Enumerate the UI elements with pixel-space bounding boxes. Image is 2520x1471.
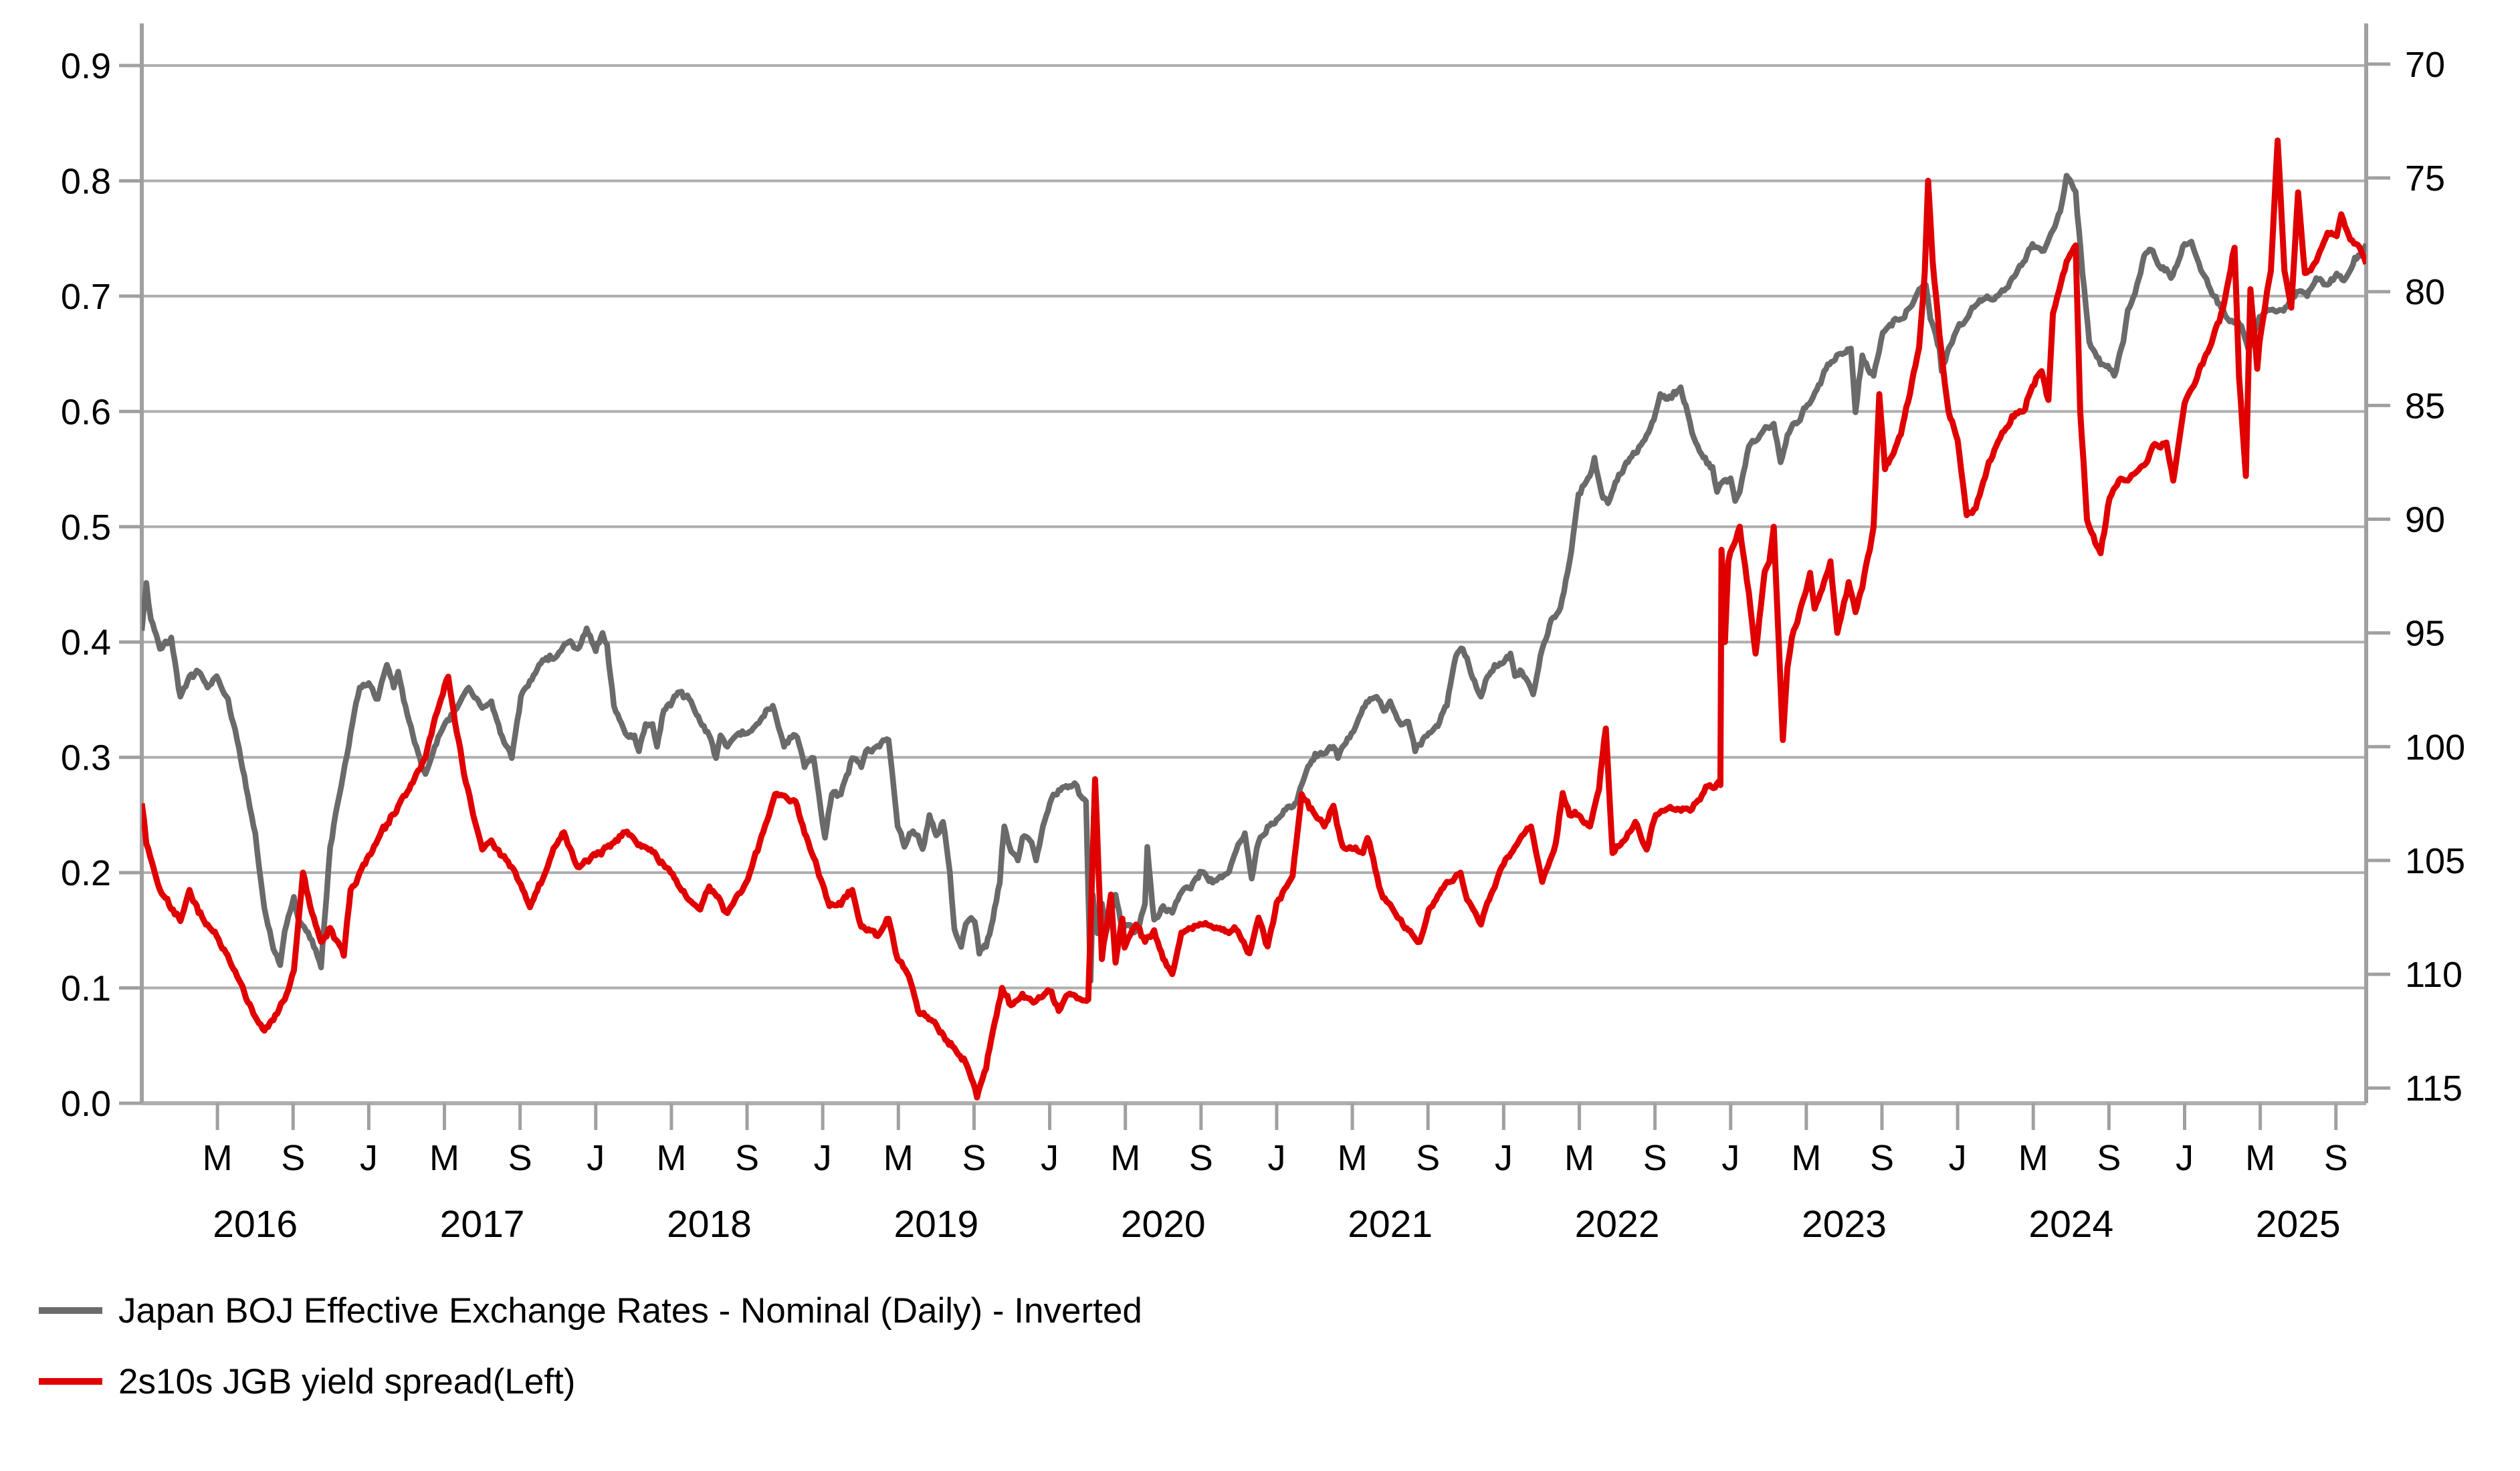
x-axis-month-label: M — [656, 1138, 686, 1178]
x-axis-month-label: S — [2097, 1138, 2121, 1178]
x-axis-month-label: S — [1870, 1138, 1894, 1178]
x-axis-month-label: J — [2176, 1138, 2194, 1178]
x-axis-month-label: M — [883, 1138, 914, 1178]
x-axis-year-label: 2023 — [1802, 1203, 1887, 1246]
right-axis-tick-label: 70 — [2405, 45, 2445, 85]
legend-item-boj-eer: Japan BOJ Effective Exchange Rates - Nom… — [39, 1290, 1142, 1331]
x-axis-month-label: M — [1564, 1138, 1594, 1178]
x-axis-month-label: J — [360, 1138, 378, 1178]
x-axis-month-label: M — [1791, 1138, 1821, 1178]
left-axis-tick-label: 0.3 — [61, 738, 111, 778]
x-axis-month-label: S — [1416, 1138, 1440, 1178]
right-axis-tick-label: 90 — [2405, 499, 2445, 540]
right-axis-tick-label: 95 — [2405, 614, 2445, 654]
legend-item-jgb-spread: 2s10s JGB yield spread(Left) — [39, 1361, 1142, 1401]
series-lines — [142, 137, 2366, 1101]
right-axis-tick-label: 115 — [2405, 1068, 2462, 1109]
left-axis-tick-label: 0.4 — [61, 623, 111, 663]
x-axis-month-label: S — [1189, 1138, 1213, 1178]
x-axis-month-label: J — [1721, 1138, 1740, 1178]
legend-line-swatch-gray — [39, 1307, 102, 1314]
x-axis-month-label: S — [1643, 1138, 1667, 1178]
x-axis-month-label: S — [2324, 1138, 2348, 1178]
x-axis-month-label: M — [203, 1138, 233, 1178]
x-axis-month-label: J — [1267, 1138, 1285, 1178]
chart-legend: Japan BOJ Effective Exchange Rates - Nom… — [39, 1290, 1142, 1401]
right-axis-tick-label: 85 — [2405, 386, 2445, 426]
x-axis-month-label: J — [1041, 1138, 1059, 1178]
x-axis-year-label: 2016 — [213, 1203, 298, 1246]
x-axis-year-label: 2017 — [440, 1203, 525, 1246]
x-axis-month-label: M — [1110, 1138, 1140, 1178]
legend-label-boj-eer: Japan BOJ Effective Exchange Rates - Nom… — [118, 1290, 1142, 1331]
line-chart-canvas: 0.0 0.1 0.2 0.3 0.4 0.5 0.6 0.7 0.8 0.9 70 75 80 85 90… — [61, 23, 2465, 1246]
left-axis-tick-label: 0.8 — [61, 161, 111, 201]
x-axis-month-label: S — [962, 1138, 986, 1178]
series-line-jgb-spread — [142, 137, 2366, 1101]
x-axis-month-label: M — [2018, 1138, 2049, 1178]
x-axis-month-label: J — [587, 1138, 605, 1178]
left-axis-tick-label: 0.0 — [61, 1084, 111, 1124]
legend-label-jgb-spread: 2s10s JGB yield spread(Left) — [118, 1361, 576, 1401]
right-axis-tick-label: 110 — [2405, 955, 2462, 995]
left-axis-tick-label: 0.5 — [61, 507, 111, 548]
x-axis-month-label: S — [508, 1138, 532, 1178]
x-axis-month-label: M — [1338, 1138, 1368, 1178]
x-axis-month-label: M — [2245, 1138, 2275, 1178]
series-line-boj-eer — [142, 173, 2366, 984]
left-axis-tick-label: 0.9 — [61, 46, 111, 86]
x-axis-month-label: J — [814, 1138, 832, 1178]
x-axis-year-label: 2019 — [894, 1203, 978, 1246]
chart-area: 0.0 0.1 0.2 0.3 0.4 0.5 0.6 0.7 0.8 0.9 70 75 80 85 90… — [61, 23, 2465, 1246]
left-axis-tick-label: 0.6 — [61, 392, 111, 432]
x-axis-month-label: M — [429, 1138, 459, 1178]
x-axis-year-label: 2024 — [2028, 1203, 2113, 1246]
left-axis-tick-label: 0.7 — [61, 277, 111, 317]
x-axis-year-label: 2022 — [1575, 1203, 1660, 1246]
right-axis-tick-label: 100 — [2405, 727, 2465, 768]
axis-labels: 0.0 0.1 0.2 0.3 0.4 0.5 0.6 0.7 0.8 0.9 70 75 80 85 90… — [61, 45, 2465, 1246]
x-axis-month-label: S — [735, 1138, 759, 1178]
x-axis-month-label: S — [281, 1138, 305, 1178]
x-axis-year-label: 2020 — [1121, 1203, 1206, 1246]
x-axis-year-label: 2018 — [667, 1203, 752, 1246]
legend-line-swatch-red — [39, 1378, 102, 1385]
x-axis-year-label: 2025 — [2256, 1203, 2341, 1246]
x-axis-month-label: J — [1495, 1138, 1513, 1178]
right-axis-tick-label: 80 — [2405, 272, 2445, 312]
right-axis-tick-label: 105 — [2405, 841, 2465, 881]
x-axis-month-label: J — [1949, 1138, 1967, 1178]
left-axis-tick-label: 0.1 — [61, 969, 111, 1009]
right-axis-tick-label: 75 — [2405, 158, 2445, 199]
axes — [119, 23, 2390, 1130]
left-axis-tick-label: 0.2 — [61, 853, 111, 893]
x-axis-year-label: 2021 — [1348, 1203, 1433, 1246]
